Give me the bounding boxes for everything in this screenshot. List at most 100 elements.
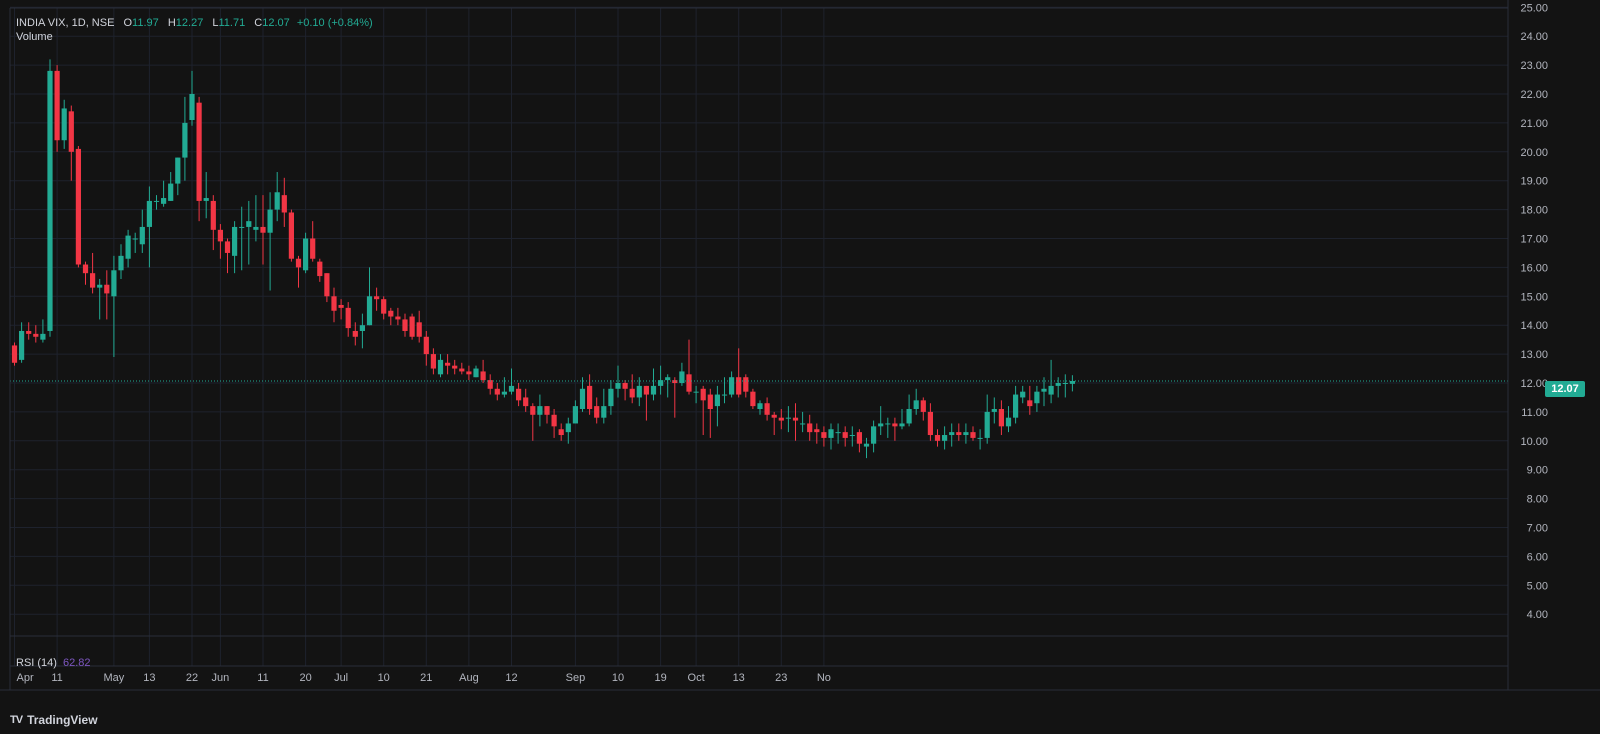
open-value: 11.97 xyxy=(132,17,159,29)
candle-body xyxy=(679,371,685,383)
candle-body xyxy=(75,148,81,265)
high-key: H xyxy=(167,17,176,29)
candle-body xyxy=(714,394,720,407)
candle-body xyxy=(430,354,436,369)
y-tick-label: 5.00 xyxy=(1527,580,1548,592)
candle-body xyxy=(516,388,522,401)
y-tick-label: 7.00 xyxy=(1527,523,1548,535)
y-tick-label: 16.00 xyxy=(1520,262,1548,274)
x-tick-label: 22 xyxy=(186,672,198,684)
candle-body xyxy=(374,296,380,300)
candle-body xyxy=(196,102,202,201)
candle-body xyxy=(423,336,429,355)
candle-body xyxy=(125,235,131,259)
candle-body xyxy=(608,388,614,407)
candle-body xyxy=(920,400,926,412)
y-tick-label: 9.00 xyxy=(1527,465,1548,477)
candle-body xyxy=(885,423,891,425)
candle-body xyxy=(998,409,1004,427)
candle-body xyxy=(906,409,912,424)
candle-body xyxy=(707,394,713,410)
candle-body xyxy=(594,406,600,418)
candle-body xyxy=(1062,383,1068,384)
candle-body xyxy=(1034,391,1040,404)
candle-body xyxy=(601,406,607,418)
y-tick-label: 22.00 xyxy=(1520,89,1548,101)
y-tick-label: 19.00 xyxy=(1520,176,1548,188)
x-tick-label: 11 xyxy=(257,672,268,684)
candle-body xyxy=(1055,383,1061,386)
candle-body xyxy=(437,359,444,375)
last-price-tag: 12.07 xyxy=(1545,381,1585,397)
low-value: 11.71 xyxy=(218,17,246,29)
candle-body xyxy=(956,432,962,436)
candle-body xyxy=(835,432,841,434)
x-tick-label: 20 xyxy=(299,672,311,684)
candle-body xyxy=(487,380,493,389)
tradingview-brand[interactable]: TV TradingView xyxy=(10,711,98,729)
candle-body xyxy=(295,258,302,268)
candle-body xyxy=(743,377,749,392)
x-tick-label: 13 xyxy=(733,672,745,684)
candle-body xyxy=(821,432,827,438)
candle-body xyxy=(47,70,53,331)
candle-body xyxy=(764,403,770,415)
candle-body xyxy=(494,388,500,395)
candle-body xyxy=(934,435,941,441)
x-tick-label: 12 xyxy=(505,672,517,684)
candle-body xyxy=(984,411,990,438)
symbol-legend: INDIA VIX, 1D, NSE O11.97 H12.27 L11.71 … xyxy=(16,16,373,31)
candle-body xyxy=(842,432,848,438)
candle-body xyxy=(331,296,337,311)
candle-body xyxy=(104,284,110,294)
rsi-value: 62.82 xyxy=(62,657,91,669)
candle-body xyxy=(508,385,515,392)
symbol-title[interactable]: INDIA VIX, 1D, NSE xyxy=(16,17,115,29)
y-tick-label: 20.00 xyxy=(1520,147,1548,159)
candle-body xyxy=(871,426,877,444)
x-tick-label: 10 xyxy=(378,672,390,684)
candle-body xyxy=(785,417,791,419)
x-tick-label: Oct xyxy=(688,672,705,684)
candle-body xyxy=(892,423,898,427)
x-tick-label: 10 xyxy=(612,672,624,684)
candle-body xyxy=(629,388,635,398)
y-tick-label: 10.00 xyxy=(1520,436,1548,448)
candle-body xyxy=(658,380,664,386)
candle-body xyxy=(246,221,252,227)
candle-body xyxy=(650,385,657,395)
candle-body xyxy=(558,429,564,436)
candle-body xyxy=(1005,417,1012,427)
y-tick-label: 21.00 xyxy=(1520,118,1548,130)
y-tick-label: 6.00 xyxy=(1527,551,1548,563)
y-tick-label: 4.00 xyxy=(1527,609,1548,621)
candle-body xyxy=(736,377,742,395)
candle-body xyxy=(445,362,451,366)
candle-body xyxy=(1041,388,1047,392)
candle-body xyxy=(459,368,465,372)
candle-body xyxy=(118,255,124,271)
x-tick-label: 19 xyxy=(654,672,666,684)
tradingview-logo-icon: TV xyxy=(10,714,23,726)
candle-body xyxy=(693,391,699,393)
candle-body xyxy=(1013,394,1019,418)
candle-body xyxy=(68,111,74,152)
candle-body xyxy=(139,226,145,245)
candle-body xyxy=(153,200,160,202)
y-tick-label: 12.00 xyxy=(1520,378,1548,390)
low-key: L xyxy=(212,17,219,29)
grid xyxy=(10,6,1508,666)
x-tick-label: 23 xyxy=(775,672,787,684)
candle-body xyxy=(224,241,231,253)
candle-body xyxy=(203,198,209,201)
rsi-indicator-label[interactable]: RSI (14) 62.82 xyxy=(16,657,91,669)
candle-body xyxy=(480,371,486,381)
close-key: C xyxy=(254,17,263,29)
y-tick-label: 15.00 xyxy=(1520,291,1548,303)
brand-name: TradingView xyxy=(27,713,98,727)
volume-indicator-label[interactable]: Volume xyxy=(16,31,53,43)
candle-body xyxy=(132,238,138,240)
candle-body xyxy=(672,380,678,383)
